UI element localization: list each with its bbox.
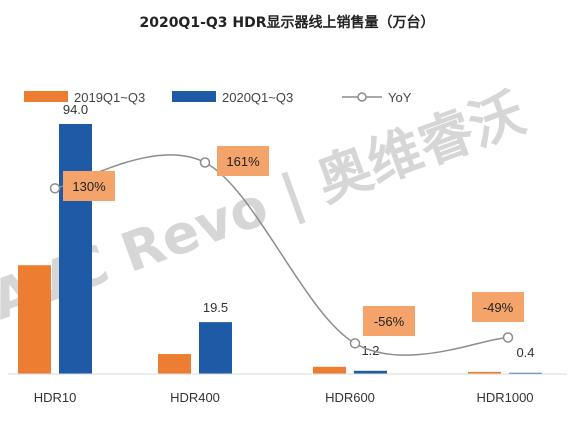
legend-label-2: 2020Q1~Q3	[222, 90, 293, 105]
chart-title: 2020Q1-Q3 HDR显示器线上销售量（万台）	[139, 14, 434, 31]
legend: 2019Q1~Q3 2020Q1~Q3 YoY	[24, 90, 412, 105]
legend-label-1: 2019Q1~Q3	[74, 90, 145, 105]
yoy-label-hdr10: 130%	[72, 179, 106, 194]
x-tick-hdr600: HDR600	[325, 390, 375, 405]
legend-swatch-1	[24, 91, 68, 102]
bar-hdr10-series-2	[59, 123, 92, 375]
bar-hdr400-series-2	[199, 322, 232, 374]
bar-hdr400-series-1	[158, 354, 191, 374]
yoy-label-box-hdr10	[63, 171, 115, 201]
yoy-label-box-hdr400	[217, 146, 269, 176]
x-axis-ticks: HDR10 HDR400 HDR600 HDR1000	[34, 390, 534, 405]
bar-hdr10-series-1	[18, 265, 51, 374]
legend-swatch-2	[172, 91, 216, 102]
yoy-marker-hdr400	[199, 157, 211, 168]
yoy-line	[54, 154, 509, 356]
bar-hdr1000-series-2	[509, 372, 542, 374]
x-tick-hdr400: HDR400	[170, 390, 220, 405]
value-label-hdr400: 19.5	[203, 300, 228, 315]
yoy-label-hdr400: 161%	[226, 154, 260, 169]
yoy-marker-hdr1000	[502, 332, 514, 343]
yoy-label-hdr1000: -49%	[483, 300, 514, 315]
bar-group: 94.019.51.2 0.4	[18, 102, 542, 375]
value-label-hdr1000: 0.4	[516, 345, 534, 360]
yoy-marker-hdr600	[349, 338, 361, 349]
x-tick-hdr1000: HDR1000	[476, 390, 533, 405]
bar-hdr1000-series-1	[468, 371, 501, 374]
legend-label-yoy: YoY	[388, 90, 412, 105]
yoy-marker-hdr10	[49, 183, 61, 194]
yoy-line-group: 130% 161% -56% -49%	[49, 146, 524, 356]
bar-hdr600-series-1	[313, 366, 346, 374]
legend-yoy-marker	[357, 92, 367, 102]
x-tick-hdr10: HDR10	[34, 390, 77, 405]
yoy-label-box-hdr1000	[472, 292, 524, 322]
yoy-label-hdr600: -56%	[374, 314, 405, 329]
value-label-hdr10: 94.0	[63, 102, 88, 117]
bar-hdr600-series-2	[354, 370, 387, 374]
yoy-label-box-hdr600	[363, 306, 415, 336]
